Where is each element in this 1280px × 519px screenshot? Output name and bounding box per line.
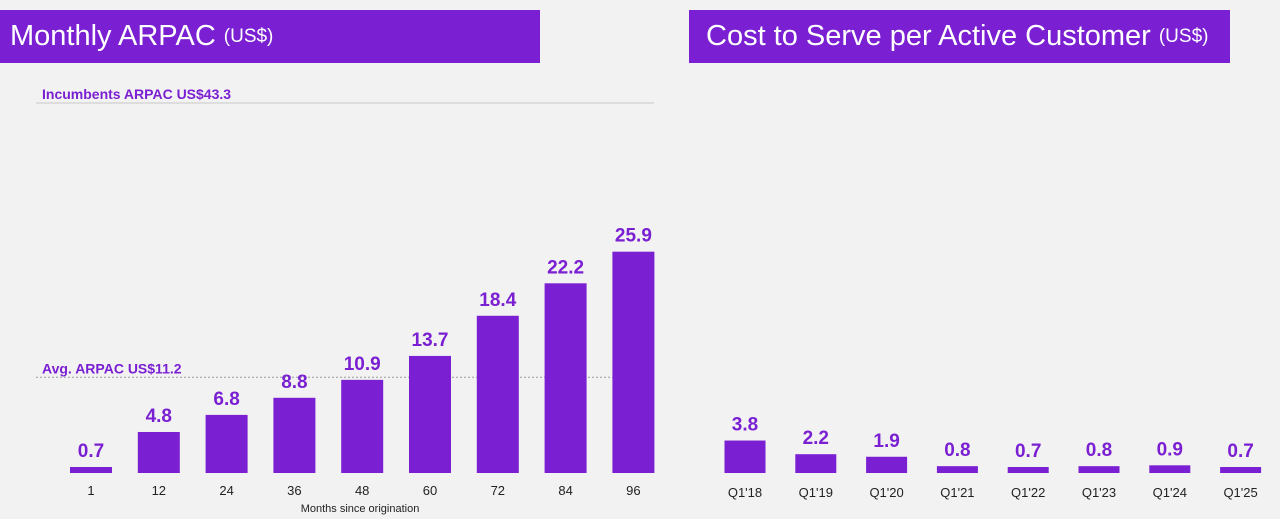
- arpac-value-label-84: 22.2: [547, 257, 584, 278]
- cost-tick-label-6: Q1'24: [1153, 485, 1187, 500]
- cost-bar-3: [936, 466, 978, 473]
- cost-tick-label-2: Q1'20: [869, 485, 903, 500]
- arpac-value-label-36: 8.8: [281, 372, 307, 393]
- arpac-bar-60: [409, 355, 451, 473]
- cost-tick-label-7: Q1'25: [1223, 485, 1257, 500]
- cost-bar-6: [1149, 465, 1191, 473]
- arpac-value-label-60: 13.7: [412, 330, 449, 351]
- reference-line-label-0: Incumbents ARPAC US$43.3: [42, 86, 231, 102]
- arpac-bar-96: [612, 251, 655, 473]
- arpac-tick-label-96: 96: [626, 483, 640, 498]
- arpac-tick-label-48: 48: [355, 483, 369, 498]
- cost-tick-label-0: Q1'18: [728, 485, 762, 500]
- cost-chart-unit: (US$): [1158, 25, 1209, 47]
- cost-value-label-4: 0.7: [1015, 441, 1041, 462]
- reference-line-label-1: Avg. ARPAC US$11.2: [42, 360, 182, 376]
- arpac-value-label-72: 18.4: [479, 290, 516, 311]
- arpac-value-label-24: 6.8: [213, 389, 239, 410]
- arpac-bar-84: [544, 283, 587, 473]
- cost-chart-title: Cost to Serve per Active Customer: [706, 20, 1151, 52]
- arpac-bar-1: [70, 467, 112, 473]
- cost-bar-2: [866, 456, 908, 473]
- cost-value-label-2: 1.9: [873, 431, 899, 452]
- cost-value-label-5: 0.8: [1086, 440, 1112, 461]
- arpac-tick-label-72: 72: [491, 483, 505, 498]
- arpac-x-axis-title: Months since origination: [301, 503, 420, 515]
- arpac-bar-12: [137, 431, 180, 473]
- arpac-value-label-96: 25.9: [615, 226, 652, 247]
- cost-chart-header: Cost to Serve per Active Customer (US$): [689, 10, 1230, 63]
- arpac-tick-label-24: 24: [219, 483, 233, 498]
- arpac-bar-48: [341, 379, 384, 473]
- arpac-value-label-12: 4.8: [146, 406, 172, 427]
- cost-bar-7: [1220, 467, 1262, 473]
- arpac-bar-72: [476, 315, 519, 473]
- cost-tick-label-4: Q1'22: [1011, 485, 1045, 500]
- cost-value-label-0: 3.8: [732, 415, 758, 436]
- arpac-bar-36: [273, 397, 316, 473]
- cost-bar-5: [1078, 466, 1120, 473]
- cost-tick-label-1: Q1'19: [799, 485, 833, 500]
- arpac-chart-unit: (US$): [223, 25, 274, 47]
- cost-bar-4: [1007, 467, 1049, 473]
- cost-bar-1: [795, 454, 837, 473]
- arpac-tick-label-12: 12: [152, 483, 166, 498]
- cost-tick-label-5: Q1'23: [1082, 485, 1116, 500]
- cost-value-label-1: 2.2: [803, 428, 829, 449]
- cost-value-label-6: 0.9: [1157, 439, 1183, 460]
- arpac-tick-label-60: 60: [423, 483, 437, 498]
- arpac-chart-header: Monthly ARPAC (US$): [0, 10, 540, 63]
- arpac-value-label-1: 0.7: [78, 441, 104, 462]
- arpac-tick-label-36: 36: [287, 483, 301, 498]
- cost-bar-0: [724, 440, 766, 473]
- cost-tick-label-3: Q1'21: [940, 485, 974, 500]
- arpac-chart-title: Monthly ARPAC: [10, 20, 216, 52]
- cost-value-label-3: 0.8: [944, 440, 970, 461]
- arpac-tick-label-84: 84: [558, 483, 572, 498]
- cost-value-label-7: 0.7: [1227, 441, 1253, 462]
- arpac-tick-label-1: 1: [87, 483, 94, 498]
- arpac-value-label-48: 10.9: [344, 354, 381, 375]
- arpac-bar-24: [205, 414, 248, 473]
